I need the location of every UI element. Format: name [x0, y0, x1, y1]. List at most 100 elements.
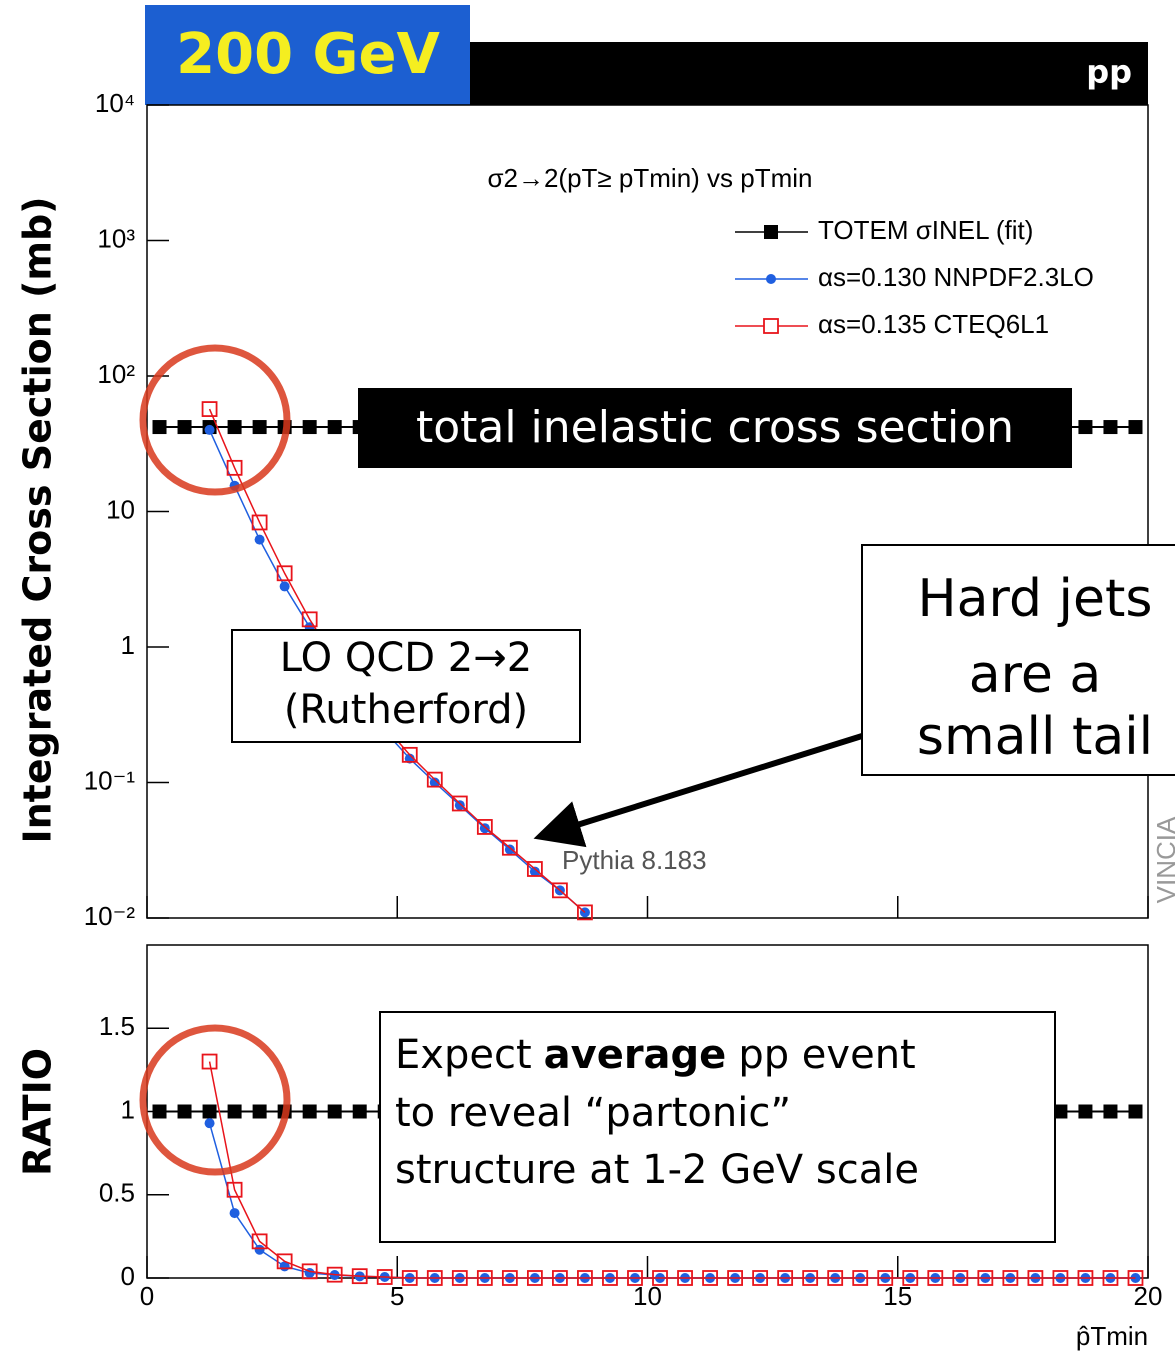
annotation: structure at 1-2 GeV scale — [395, 1147, 919, 1193]
annotation: (Rutherford) — [284, 687, 528, 733]
marker — [227, 1104, 242, 1119]
marker — [1053, 1104, 1068, 1119]
marker — [302, 420, 317, 435]
plot-title: σ2→2(pT≥ pTmin) vs pTmin — [487, 163, 812, 193]
annotation: to reveal “partonic” — [395, 1090, 791, 1136]
marker — [454, 800, 465, 811]
marker — [977, 1270, 994, 1286]
marker — [1077, 1270, 1094, 1286]
marker — [152, 1104, 167, 1119]
marker — [1127, 1270, 1144, 1286]
x-tick-label: 0 — [140, 1281, 154, 1311]
marker — [1078, 420, 1093, 435]
marker — [429, 777, 440, 788]
marker — [802, 1270, 819, 1286]
marker — [401, 746, 418, 763]
legend-marker — [763, 318, 779, 334]
marker — [229, 1208, 240, 1219]
marker — [1103, 420, 1118, 435]
arrow — [533, 733, 863, 848]
series-line — [208, 429, 586, 913]
annotation-part: average — [544, 1032, 727, 1078]
marker — [752, 1270, 769, 1286]
marker — [177, 420, 192, 435]
marker — [401, 1270, 418, 1286]
annotation: Expect average pp event — [395, 1032, 916, 1078]
marker — [552, 882, 568, 899]
marker — [351, 1268, 368, 1285]
marker — [326, 1266, 343, 1283]
y-tick-label: 1 — [121, 1094, 135, 1124]
annotation: Hard jets — [918, 569, 1153, 629]
legend-label: αs=0.130 NNPDF2.3LO — [818, 262, 1094, 292]
annotation-box — [358, 388, 1072, 468]
marker — [279, 581, 290, 592]
marker — [276, 1253, 293, 1270]
marker — [1078, 1104, 1093, 1119]
marker — [376, 1269, 393, 1285]
marker — [529, 866, 540, 877]
y-tick-label: 10 — [106, 494, 135, 524]
annotation-box — [379, 1011, 1056, 1243]
y-tick-label: 0 — [121, 1261, 135, 1291]
x-label: p̂Tmin — [1076, 1321, 1148, 1351]
marker — [677, 1270, 693, 1286]
generator-label: Pythia 8.183 — [562, 845, 707, 875]
badge — [145, 5, 470, 105]
marker — [504, 844, 515, 855]
marker — [526, 861, 543, 877]
series-line — [208, 1061, 1136, 1279]
marker — [727, 1270, 743, 1286]
marker — [254, 534, 265, 545]
y-tick-label: 10⁻¹ — [84, 765, 136, 795]
annotation: total inelastic cross section — [416, 402, 1014, 453]
marker — [327, 1104, 342, 1119]
beam-label: pp — [1086, 53, 1132, 91]
marker — [777, 1270, 794, 1286]
y-tick-label: 10⁴ — [95, 88, 135, 118]
marker — [501, 839, 518, 856]
marker — [952, 1270, 969, 1286]
marker — [652, 1270, 668, 1286]
annotation: LO QCD 2→2 — [280, 635, 532, 681]
highlight-circle — [139, 1024, 291, 1176]
y-label: RATIO — [16, 1048, 60, 1176]
annotation: small tail — [917, 707, 1153, 767]
annotation-box — [231, 629, 581, 743]
marker — [1128, 420, 1143, 435]
legend-label: TOTEM σINEL (fit) — [818, 215, 1033, 245]
marker — [201, 1053, 218, 1070]
marker — [201, 401, 218, 417]
marker — [301, 1263, 318, 1280]
marker — [501, 1270, 518, 1286]
marker — [152, 420, 167, 435]
marker — [476, 819, 493, 835]
y-tick-label: 10⁻² — [84, 901, 136, 931]
marker — [426, 1270, 443, 1286]
y-label: Integrated Cross Section (mb) — [16, 196, 60, 843]
marker — [627, 1270, 643, 1286]
marker — [426, 771, 443, 788]
marker — [254, 1244, 265, 1255]
marker — [552, 1270, 568, 1286]
marker — [877, 1270, 894, 1286]
marker — [1103, 1104, 1118, 1119]
marker — [226, 459, 243, 476]
marker — [702, 1270, 718, 1286]
marker — [577, 1270, 593, 1286]
marker — [252, 1104, 267, 1119]
annotation-part: Expect — [395, 1032, 532, 1078]
marker — [479, 823, 490, 834]
marker — [1002, 1270, 1019, 1286]
marker — [451, 1270, 468, 1286]
legend-marker — [766, 274, 776, 284]
marker — [451, 795, 468, 812]
highlight-circle — [139, 344, 291, 496]
marker — [226, 1181, 243, 1198]
badge-text: 200 GeV — [176, 22, 440, 87]
marker — [276, 565, 293, 582]
watermark: VINCIA — [1151, 816, 1175, 903]
marker — [327, 420, 342, 435]
y-tick-label: 1.5 — [99, 1011, 135, 1041]
y-tick-label: 10³ — [97, 223, 135, 253]
